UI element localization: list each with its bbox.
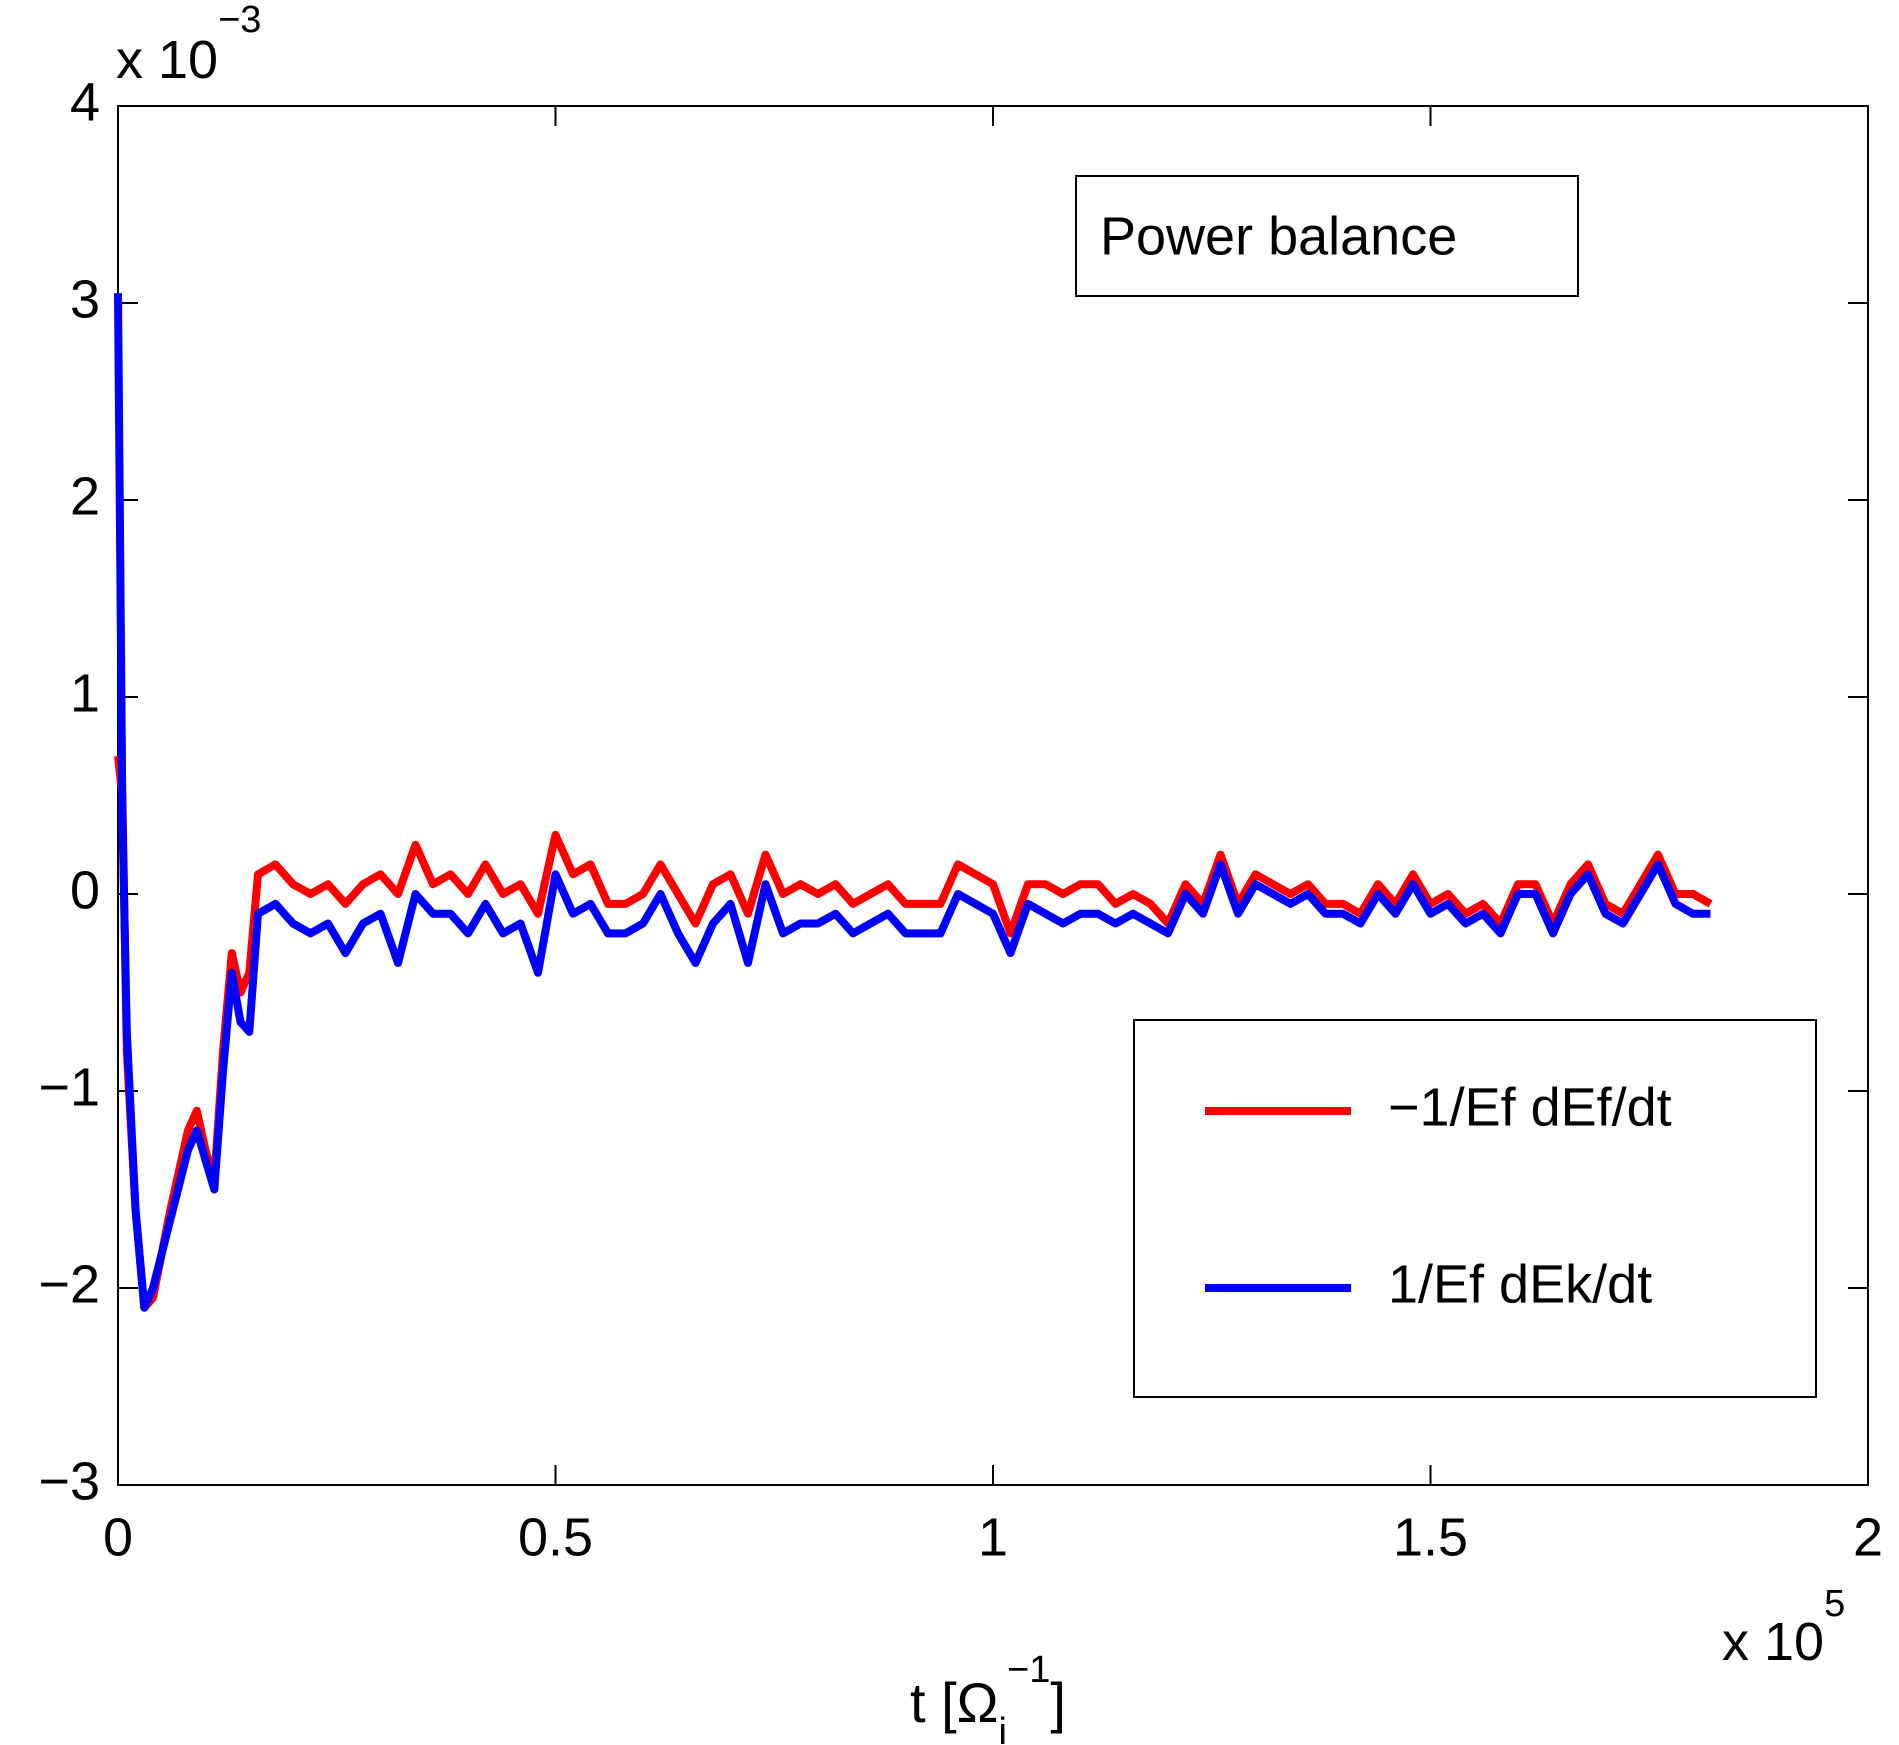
y-multiplier-exponent: −3 <box>218 0 261 41</box>
x-label-sup: −1 <box>1007 1649 1050 1691</box>
x-tick-label: 0 <box>103 1507 133 1567</box>
data-line <box>114 755 1713 1312</box>
legend-box <box>1133 1019 1817 1398</box>
x-label-end: ] <box>1050 1671 1066 1734</box>
x-tick-label: 1 <box>978 1507 1008 1567</box>
legend-label: −1/Ef dEf/dt <box>1388 1077 1672 1137</box>
x-tick-label: 1.5 <box>1393 1507 1468 1567</box>
legend: −1/Ef dEf/dt 1/Ef dEk/dt <box>1133 1019 1817 1398</box>
title-box <box>1075 175 1579 297</box>
y-tick-label: −3 <box>38 1451 100 1511</box>
x-tick-label: 2 <box>1853 1507 1883 1567</box>
plot-area: −3 −2 −1 0 1 2 3 4 0 0.5 1 1.5 2 <box>38 72 1883 1567</box>
x-tick-label: 0.5 <box>518 1507 593 1567</box>
y-tick-label: 3 <box>70 269 100 329</box>
data-line <box>114 293 1711 1312</box>
x-multiplier: x 105 <box>1722 1583 1845 1672</box>
y-multiplier-base: x 10 <box>116 30 218 90</box>
y-tick-label: 0 <box>70 860 100 920</box>
y-tick-label: −1 <box>38 1057 100 1117</box>
chart-title: Power balance <box>1100 206 1457 266</box>
y-tick-label: 2 <box>70 466 100 526</box>
legend-label: 1/Ef dEk/dt <box>1388 1254 1652 1314</box>
y-tick-label: 1 <box>70 663 100 723</box>
x-label-main: t [Ω <box>910 1671 999 1734</box>
y-multiplier: x 10−3 <box>116 0 261 90</box>
x-axis-label: t [Ωi−1] <box>910 1649 1066 1745</box>
x-multiplier-exponent: 5 <box>1824 1583 1845 1625</box>
y-tick-label: 4 <box>70 72 100 132</box>
y-tick-label: −2 <box>38 1254 100 1314</box>
x-multiplier-base: x 10 <box>1722 1612 1824 1672</box>
x-label-sub: i <box>999 1711 1007 1745</box>
